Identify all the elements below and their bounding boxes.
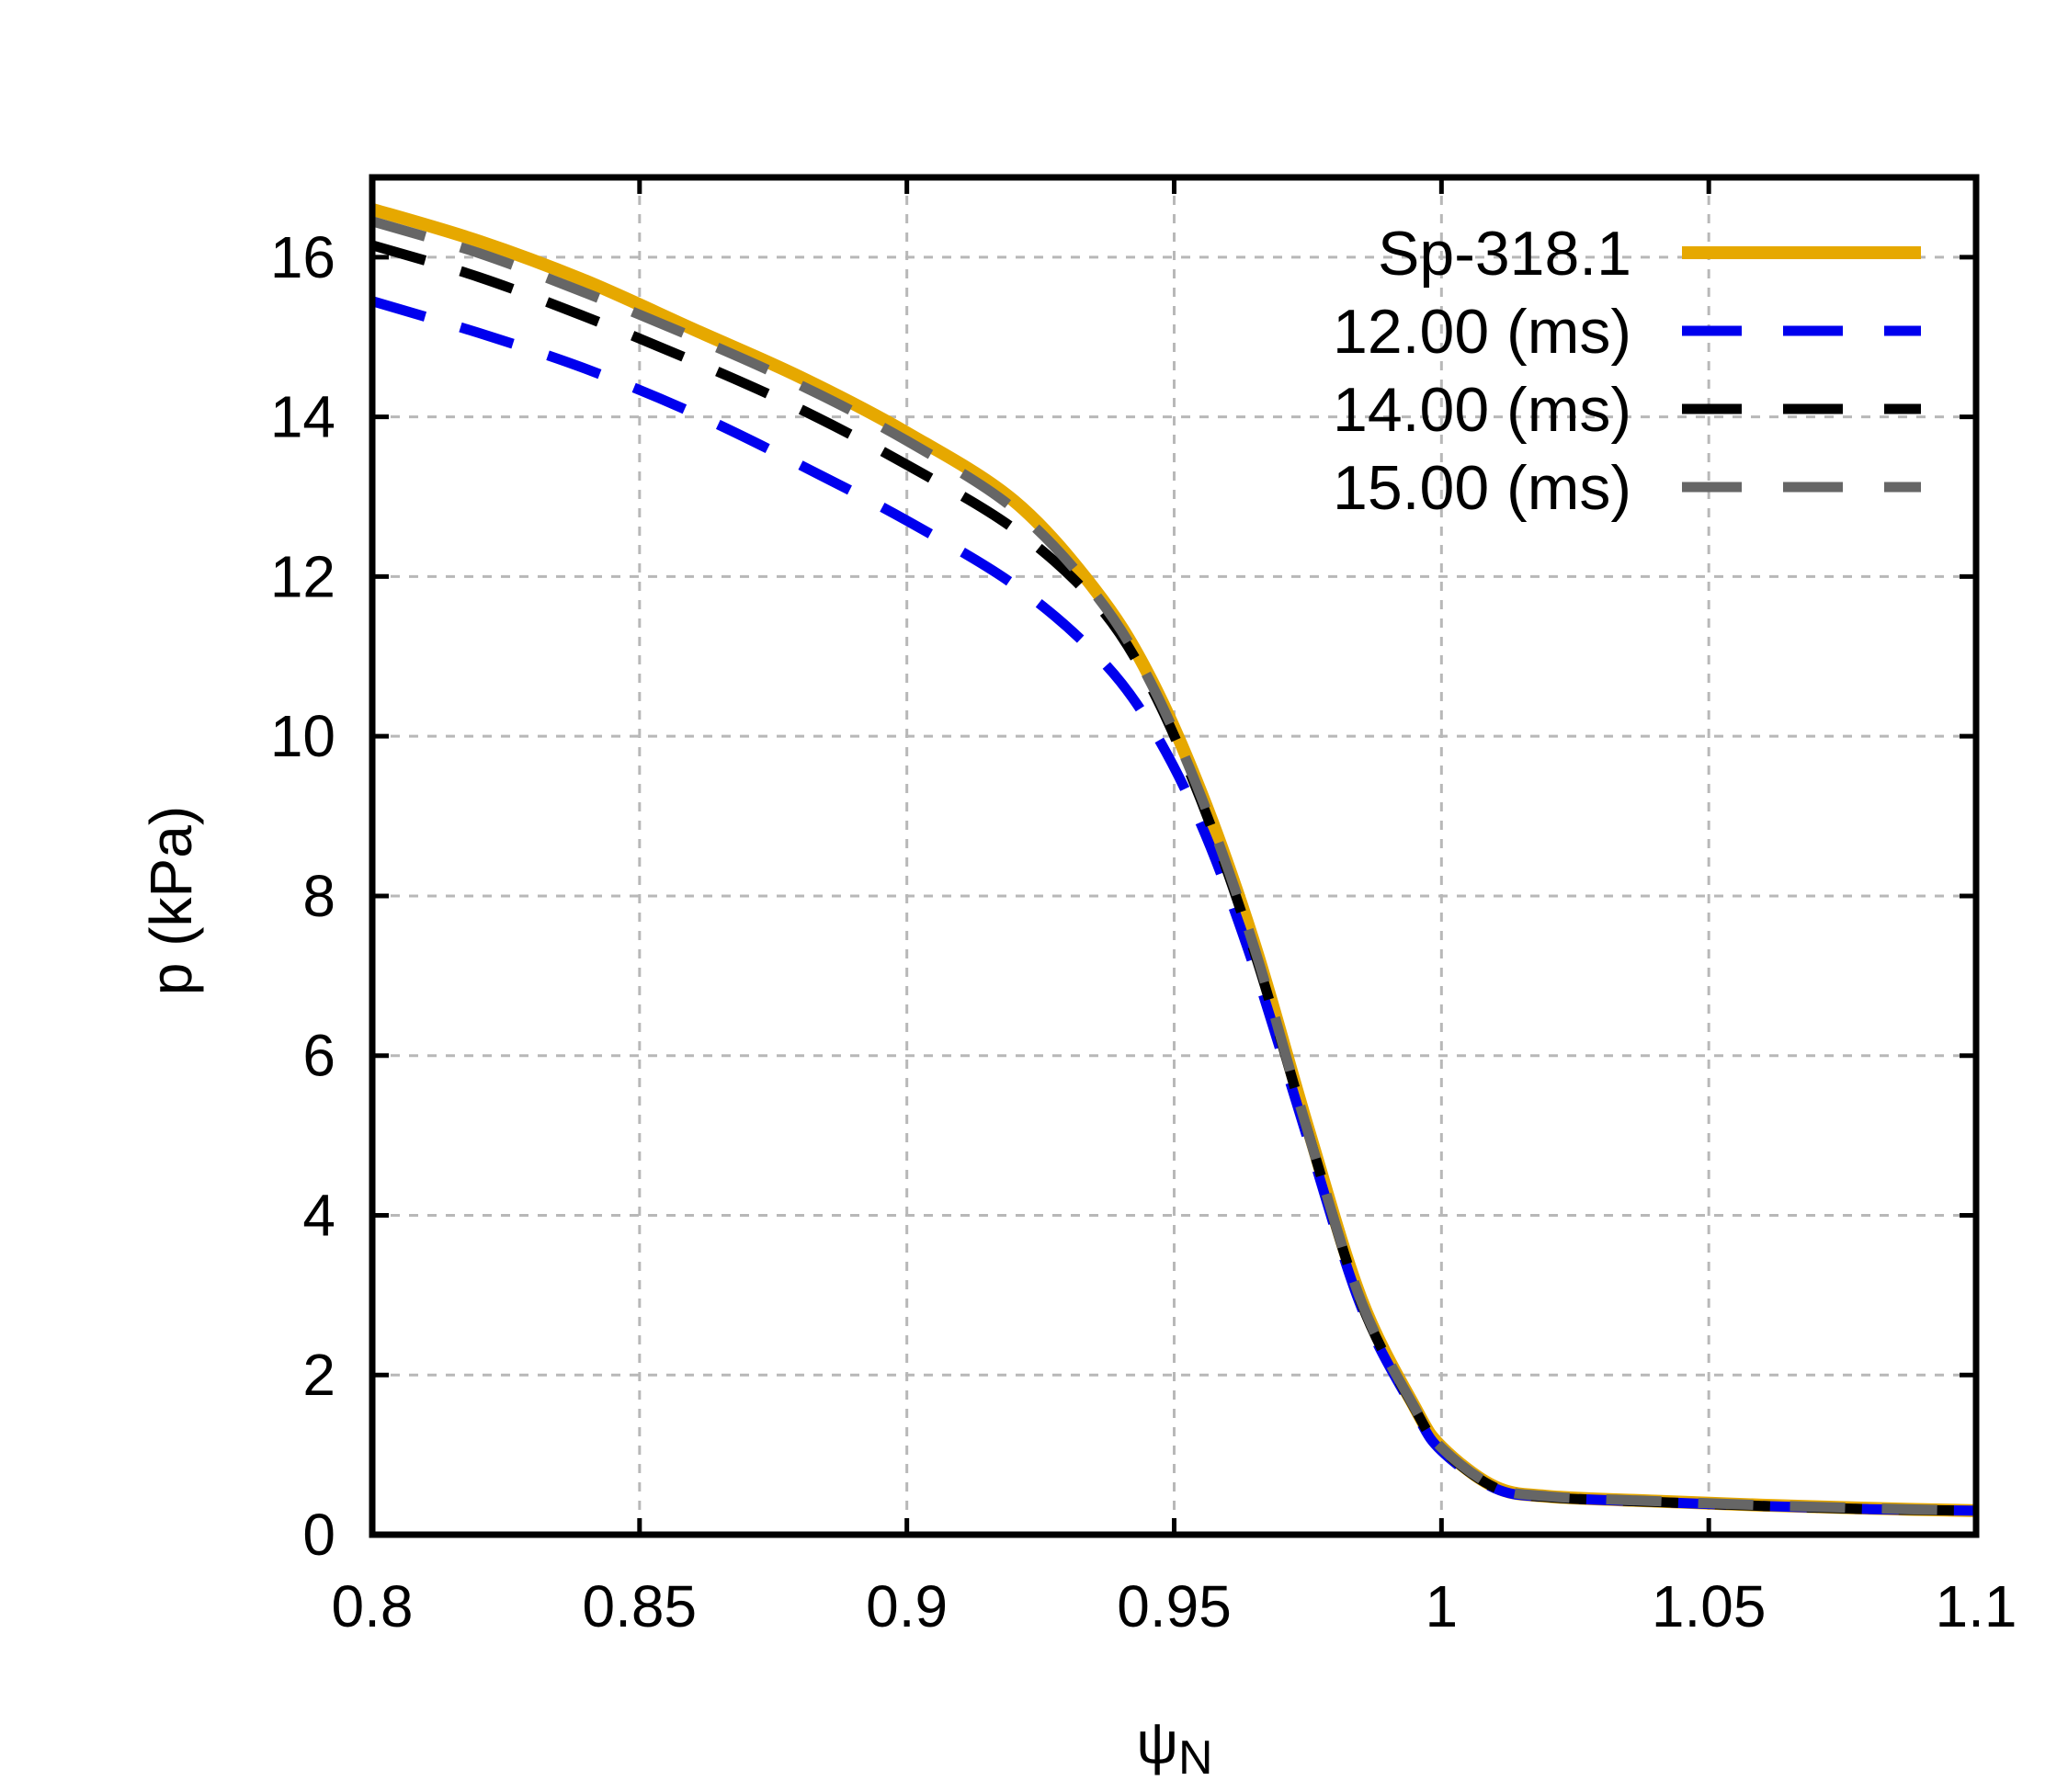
y-axis-label: p (kPa) xyxy=(138,806,204,995)
series-line-3 xyxy=(370,240,1977,1516)
legend: Sp-318.1 12.00 (ms) 14.00 (ms) 15.00 (ms) xyxy=(1333,219,1921,523)
x-tick-label: 1.1 xyxy=(1936,1573,2017,1639)
y-tick-label: 6 xyxy=(302,1023,335,1089)
legend-label: 15.00 (ms) xyxy=(1333,453,1631,523)
y-tick-label: 2 xyxy=(302,1342,335,1408)
x-tick-label: 0.95 xyxy=(1117,1573,1232,1639)
y-tick-label: 12 xyxy=(270,543,335,609)
legend-label: 12.00 (ms) xyxy=(1333,297,1631,367)
legend-label: Sp-318.1 xyxy=(1378,219,1631,289)
axis-ticks xyxy=(369,177,1979,1537)
x-tick-label: 0.85 xyxy=(583,1573,698,1639)
x-axis-label: ψN xyxy=(1136,1709,1212,1785)
y-tick-label: 14 xyxy=(270,384,335,450)
x-tick-label: 1.05 xyxy=(1652,1573,1767,1639)
y-tick-label: 10 xyxy=(270,703,335,769)
x-tick-label: 0.8 xyxy=(332,1573,414,1639)
y-tick-label: 16 xyxy=(270,224,335,290)
y-tick-label: 0 xyxy=(302,1502,335,1568)
legend-label: 14.00 (ms) xyxy=(1333,375,1631,445)
grid xyxy=(372,177,1976,1535)
x-tick-label: 0.9 xyxy=(866,1573,948,1639)
x-tick-label: 1 xyxy=(1426,1573,1459,1639)
tick-labels: 0.8 0.85 0.9 0.95 1 1.05 1.1 0 2 4 6 8 10 12 14 16 xyxy=(270,224,2017,1639)
series-group xyxy=(370,203,1977,1517)
y-tick-label: 4 xyxy=(302,1182,335,1248)
y-tick-label: 8 xyxy=(302,863,335,929)
